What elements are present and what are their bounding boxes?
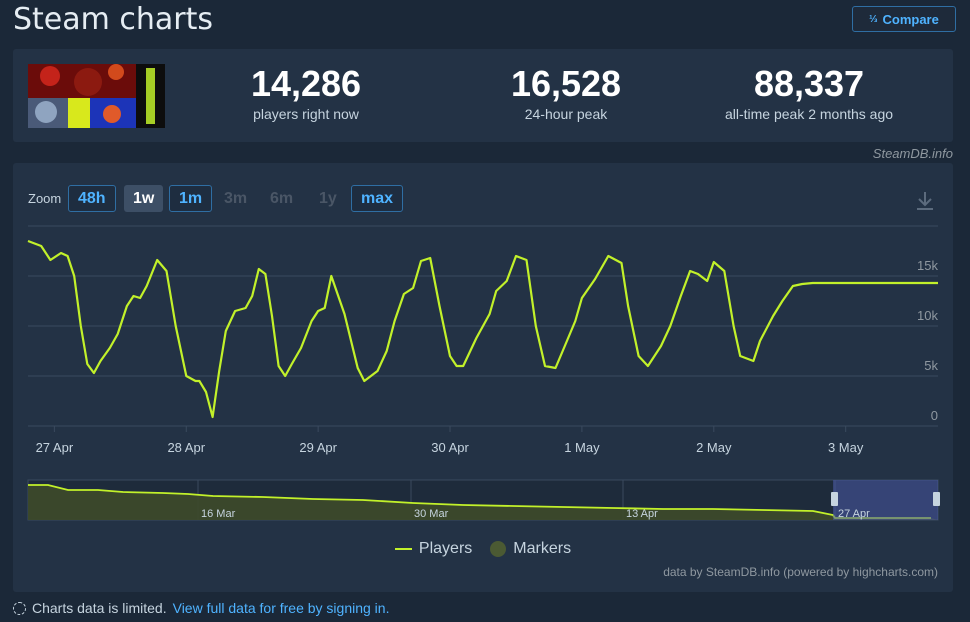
x-tick-label: 3 May [828,440,864,455]
download-icon[interactable] [916,191,934,216]
chart-legend: Players Markers [13,540,953,558]
x-axis-ticks: 27 Apr 28 Apr 29 Apr 30 Apr 1 May 2 May 3 May [36,426,864,455]
chart-panel: Zoom 48h 1w 1m 3m 6m 1y max 0 5k 10k 15k 27… [13,163,953,592]
markers-swatch [490,541,507,557]
day-peak-label: 24-hour peak [524,106,608,122]
navigator-handle [831,492,838,506]
x-tick-label: 2 May [696,440,732,455]
page-title: Steam charts [13,2,214,37]
game-thumbnail[interactable] [28,64,165,128]
zoom-6m-button: 6m [270,189,294,207]
zoom-48h-button[interactable]: 48h [68,185,116,212]
y-tick-label: 10k [917,308,938,323]
chart-credits[interactable]: data by SteamDB.info (powered by highcha… [663,565,938,579]
zoom-1y-button: 1y [319,189,337,207]
navigator-area [28,485,938,520]
zoom-1w-button[interactable]: 1w [124,185,164,212]
x-tick-label: 29 Apr [299,440,337,455]
legend-markers[interactable]: Markers [490,540,571,558]
steamdb-attribution[interactable]: SteamDB.info [872,146,953,161]
players-swatch [394,548,412,550]
game-art-image [28,64,165,128]
y-tick-label: 5k [924,358,938,373]
x-tick-label: 30 Apr [431,440,469,455]
legend-players[interactable]: Players [394,540,473,558]
all-time-peak-stat: 88,337 all-time peak 2 months ago [699,63,919,123]
legend-markers-label: Markers [513,540,572,557]
day-peak-value: 16,528 [510,63,622,104]
players-line [27,239,938,419]
navigator-tick-label: 16 Mar [201,508,236,520]
loading-icon [13,601,26,615]
zoom-max-button[interactable]: max [351,185,404,212]
legend-players-label: Players [418,540,473,557]
compare-label: Compare [882,11,939,27]
y-tick-label: 0 [931,408,938,423]
x-tick-label: 1 May [564,440,600,455]
navigator-range [833,480,938,520]
navigator-tick-label: 30 Mar [414,508,449,520]
sign-in-link[interactable]: View full data for free by signing in. [172,600,390,616]
zoom-label: Zoom [28,191,62,206]
all-time-peak-label: all-time peak 2 months ago [724,106,894,122]
x-tick-label: 27 Apr [36,440,74,455]
current-players-stat: 14,286 players right now [196,63,416,123]
zoom-3m-button: 3m [224,189,248,207]
navigator[interactable]: 16 Mar 30 Mar 13 Apr 27 Apr [27,479,940,521]
navigator-tick-label: 13 Apr [626,508,658,520]
day-peak-stat: 16,528 24-hour peak [456,63,676,123]
limited-data-notice: Charts data is limited. View full data f… [13,600,389,616]
x-tick-label: 28 Apr [167,440,205,455]
compare-button[interactable]: ⅓ Compare [852,6,956,32]
ranking-icon: ⅓ [869,13,878,25]
y-tick-label: 15k [917,258,938,273]
all-time-peak-value: 88,337 [753,63,865,104]
navigator-tick-label: 27 Apr [838,508,870,520]
navigator-handle [933,492,940,506]
stats-panel: 14,286 players right now 16,528 24-hour … [13,49,953,142]
players-series [27,239,938,419]
y-axis-ticks: 0 5k 10k 15k [917,258,938,423]
zoom-1m-button[interactable]: 1m [169,185,213,212]
notice-text: Charts data is limited. [32,600,167,616]
current-players-label: players right now [253,106,359,122]
current-players-value: 14,286 [250,63,362,104]
